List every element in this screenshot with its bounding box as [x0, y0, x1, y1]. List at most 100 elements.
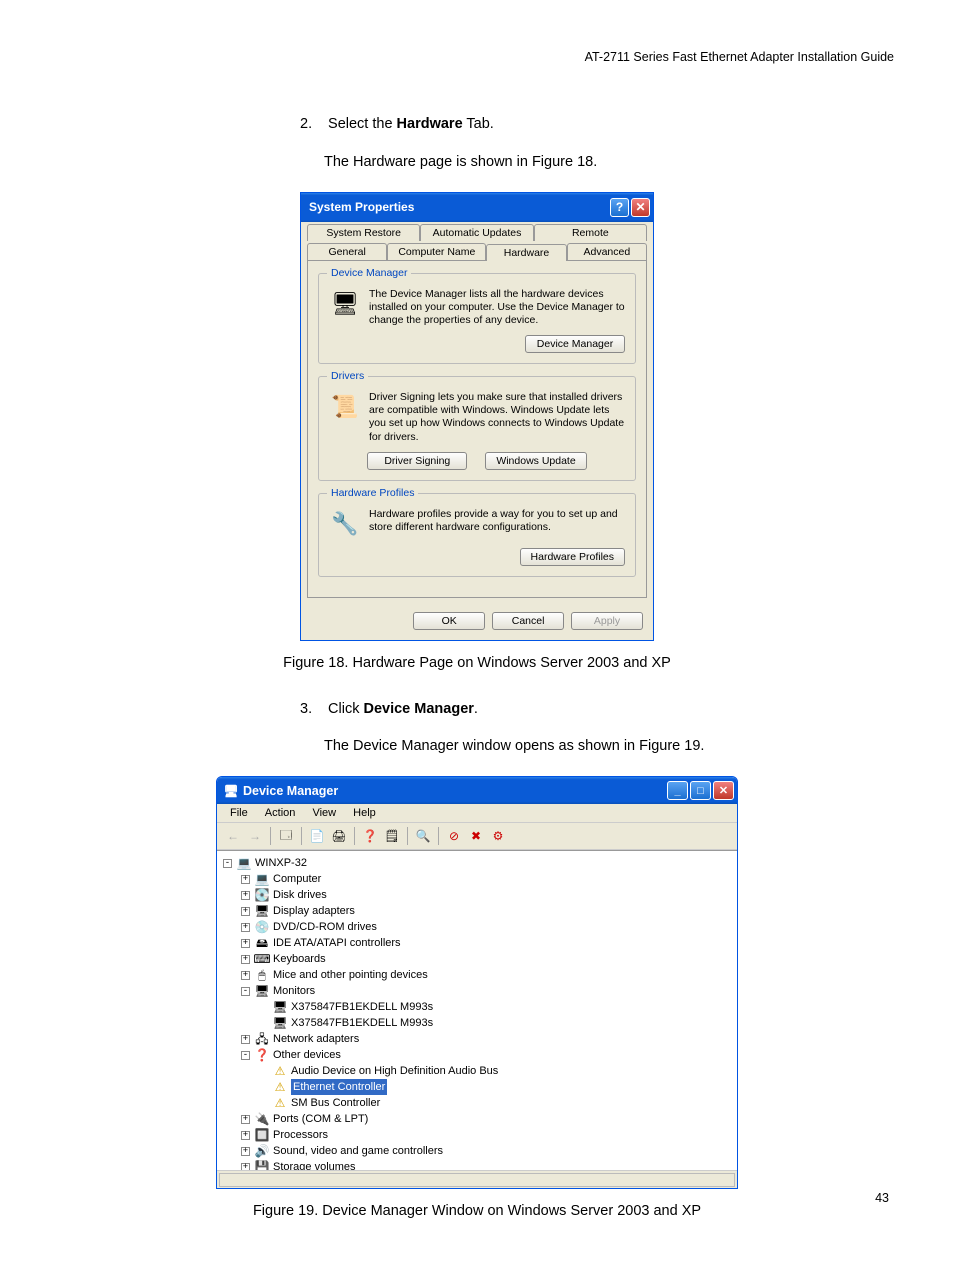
- tree-row[interactable]: 🖥X375847FB1EKDELL M993s: [219, 999, 735, 1015]
- expander-icon[interactable]: +: [241, 971, 250, 980]
- device-icon: 🔊: [254, 1143, 270, 1159]
- list-icon[interactable]: 🗒: [382, 826, 402, 846]
- help-icon[interactable]: ?: [610, 198, 629, 217]
- print-icon[interactable]: 🖨: [329, 826, 349, 846]
- tree-row[interactable]: +🔊Sound, video and game controllers: [219, 1143, 735, 1159]
- computer-icon: 💻: [236, 855, 252, 871]
- windows-update-button[interactable]: Windows Update: [485, 452, 586, 470]
- tree-row[interactable]: +⌨Keyboards: [219, 951, 735, 967]
- tree-row[interactable]: +🖧Network adapters: [219, 1031, 735, 1047]
- tree-row[interactable]: +🔲Processors: [219, 1127, 735, 1143]
- step-text-bold: Hardware: [397, 116, 463, 132]
- tab-hardware[interactable]: Hardware: [486, 244, 566, 261]
- tree-node-label: Audio Device on High Definition Audio Bu…: [291, 1063, 498, 1079]
- expander-icon[interactable]: +: [241, 891, 250, 900]
- page-number: 43: [875, 1191, 889, 1205]
- props-icon[interactable]: 📄: [307, 826, 327, 846]
- tree-row[interactable]: 🖥X375847FB1EKDELL M993s: [219, 1015, 735, 1031]
- back-arrow-icon[interactable]: ←: [223, 826, 243, 846]
- device-icon: 💽: [254, 887, 270, 903]
- expander-icon[interactable]: +: [241, 1163, 250, 1171]
- tree-row[interactable]: + 💽Disk drives: [219, 887, 735, 903]
- tree-root[interactable]: - 💻 WINXP-32: [219, 855, 735, 871]
- close-icon[interactable]: ✕: [631, 198, 650, 217]
- tree-row[interactable]: + 🖥Display adapters: [219, 903, 735, 919]
- device-manager-button[interactable]: Device Manager: [525, 335, 625, 353]
- tree-row[interactable]: +💻Computer: [219, 871, 735, 887]
- tab-row-1: System Restore Automatic Updates Remote: [301, 222, 653, 241]
- expander-icon[interactable]: +: [241, 955, 250, 964]
- tree-node-label: Display adapters: [273, 903, 355, 919]
- tree-node-label: DVD/CD-ROM drives: [273, 919, 377, 935]
- tree-row[interactable]: +💾Storage volumes: [219, 1159, 735, 1170]
- step-num: 2.: [300, 114, 324, 136]
- drivers-icon: 📜: [329, 391, 361, 423]
- menu-view[interactable]: View: [305, 806, 343, 820]
- tree-row[interactable]: +🔌Ports (COM & LPT): [219, 1111, 735, 1127]
- device-icon: 💾: [254, 1159, 270, 1170]
- tree-node-label: Mice and other pointing devices: [273, 967, 428, 983]
- expander-icon[interactable]: +: [241, 875, 250, 884]
- fwd-arrow-icon[interactable]: →: [245, 826, 265, 846]
- tab-advanced[interactable]: Advanced: [567, 243, 647, 260]
- expander-icon[interactable]: +: [241, 1131, 250, 1140]
- ok-button[interactable]: OK: [413, 612, 485, 630]
- device-icon: 🔲: [254, 1127, 270, 1143]
- tree-row[interactable]: ⚠Ethernet Controller: [219, 1079, 735, 1095]
- expander-icon[interactable]: -: [223, 859, 232, 868]
- device-icon: ❓: [254, 1047, 270, 1063]
- tab-computer-name[interactable]: Computer Name: [387, 243, 486, 260]
- hardware-profiles-button[interactable]: Hardware Profiles: [520, 548, 625, 566]
- apply-button[interactable]: Apply: [571, 612, 643, 630]
- expander-icon[interactable]: +: [241, 907, 250, 916]
- figure-19-caption: Figure 19. Device Manager Window on Wind…: [60, 1203, 894, 1219]
- system-properties-dialog: System Properties ? ✕ System Restore Aut…: [300, 192, 654, 641]
- device-manager-icon: 🖥: [329, 288, 361, 320]
- tree-node-label: Disk drives: [273, 887, 327, 903]
- tree-row[interactable]: -🖥Monitors: [219, 983, 735, 999]
- expander-icon[interactable]: +: [241, 1115, 250, 1124]
- titlebar: System Properties ? ✕: [301, 193, 653, 222]
- expander-icon[interactable]: -: [241, 1051, 250, 1060]
- step-3-sub: The Device Manager window opens as shown…: [324, 738, 894, 754]
- minimize-icon[interactable]: _: [667, 781, 688, 800]
- tab-general[interactable]: General: [307, 243, 387, 260]
- maximize-icon[interactable]: □: [690, 781, 711, 800]
- tree-row[interactable]: -❓Other devices: [219, 1047, 735, 1063]
- tab-remote[interactable]: Remote: [534, 224, 647, 241]
- tree-row[interactable]: +💿DVD/CD-ROM drives: [219, 919, 735, 935]
- menu-help[interactable]: Help: [346, 806, 383, 820]
- device-icon: ⚠: [272, 1063, 288, 1079]
- close-icon[interactable]: ✕: [713, 781, 734, 800]
- disable-icon[interactable]: ✖: [466, 826, 486, 846]
- misc-icon[interactable]: ⚙: [488, 826, 508, 846]
- scan-icon[interactable]: 🔍: [413, 826, 433, 846]
- tree-node-label: Computer: [273, 871, 321, 887]
- tab-system-restore[interactable]: System Restore: [307, 224, 420, 241]
- tree-row[interactable]: +🖱Mice and other pointing devices: [219, 967, 735, 983]
- tab-automatic-updates[interactable]: Automatic Updates: [420, 224, 533, 241]
- driver-signing-button[interactable]: Driver Signing: [367, 452, 467, 470]
- device-tree[interactable]: - 💻 WINXP-32 +💻Computer+💽Disk drives+🖥Di…: [217, 850, 737, 1170]
- expander-icon[interactable]: +: [241, 923, 250, 932]
- step-text-post: .: [474, 701, 478, 717]
- tree-row[interactable]: ⚠Audio Device on High Definition Audio B…: [219, 1063, 735, 1079]
- expander-icon[interactable]: -: [241, 987, 250, 996]
- step-text-pre: Click: [328, 701, 363, 717]
- tree-row[interactable]: ⚠SM Bus Controller: [219, 1095, 735, 1111]
- up-icon[interactable]: 🗔: [276, 826, 296, 846]
- device-icon: 🖥: [254, 903, 270, 919]
- expander-icon[interactable]: +: [241, 939, 250, 948]
- help-icon[interactable]: ❓: [360, 826, 380, 846]
- uninstall-icon[interactable]: ⊘: [444, 826, 464, 846]
- menu-action[interactable]: Action: [258, 806, 303, 820]
- menu-file[interactable]: File: [223, 806, 255, 820]
- group-title: Drivers: [327, 370, 368, 382]
- expander-icon[interactable]: +: [241, 1035, 250, 1044]
- tree-row[interactable]: +🖴IDE ATA/ATAPI controllers: [219, 935, 735, 951]
- expander-icon[interactable]: +: [241, 1147, 250, 1156]
- tab-row-2: General Computer Name Hardware Advanced: [301, 241, 653, 260]
- step-2-sub: The Hardware page is shown in Figure 18.: [324, 154, 894, 170]
- device-icon: ⚠: [272, 1079, 288, 1095]
- cancel-button[interactable]: Cancel: [492, 612, 564, 630]
